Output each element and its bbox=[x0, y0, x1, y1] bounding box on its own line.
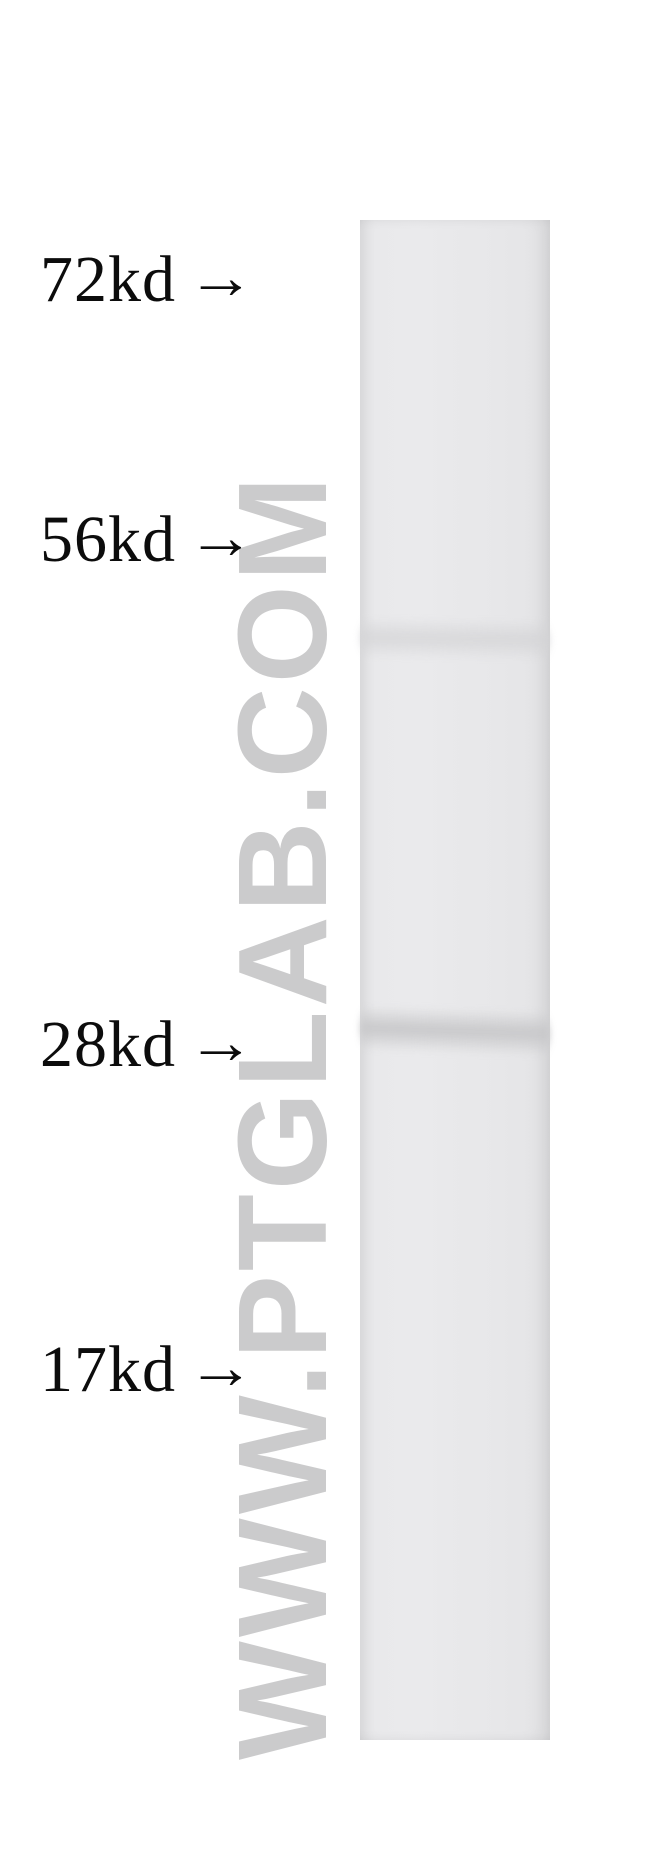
marker-label: 28kd bbox=[40, 1012, 176, 1078]
blot-lane bbox=[360, 220, 550, 1740]
marker-label: 72kd bbox=[40, 247, 176, 313]
watermark-text: WWW.PTGLAB.COM bbox=[210, 472, 355, 1760]
marker-56kd: 56kd → bbox=[40, 500, 252, 580]
marker-28kd: 28kd → bbox=[40, 1005, 252, 1085]
marker-label: 56kd bbox=[40, 507, 176, 573]
band-upper bbox=[360, 617, 550, 662]
arrow-right-icon: → bbox=[187, 1337, 255, 1399]
arrow-right-icon: → bbox=[187, 507, 255, 569]
arrow-right-icon: → bbox=[187, 1012, 255, 1074]
marker-72kd: 72kd → bbox=[40, 240, 252, 320]
arrow-right-icon: → bbox=[187, 247, 255, 309]
marker-label: 17kd bbox=[40, 1337, 176, 1403]
blot-figure-canvas: WWW.PTGLAB.COM 72kd → 56kd → 28kd → 17kd… bbox=[0, 0, 650, 1855]
band-28kd bbox=[360, 1005, 550, 1057]
marker-17kd: 17kd → bbox=[40, 1330, 252, 1410]
